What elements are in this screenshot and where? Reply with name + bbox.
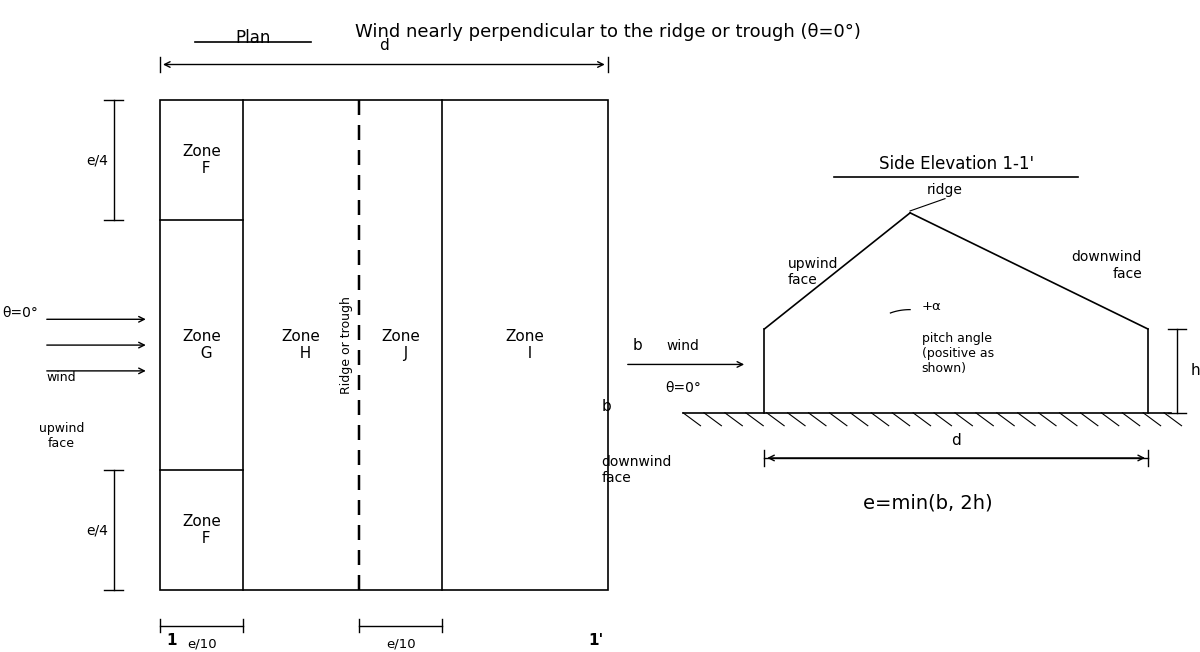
Text: Plan: Plan	[235, 29, 271, 47]
Text: pitch angle
(positive as
shown): pitch angle (positive as shown)	[922, 332, 994, 375]
Text: e/10: e/10	[386, 637, 415, 650]
Text: Zone
  F: Zone F	[182, 514, 221, 546]
Text: d: d	[952, 434, 961, 449]
Text: θ=0°: θ=0°	[2, 306, 38, 320]
Text: Zone
  I: Zone I	[505, 329, 545, 361]
Text: Zone
  G: Zone G	[182, 329, 221, 361]
Text: e/10: e/10	[187, 637, 216, 650]
Text: wind: wind	[47, 371, 77, 384]
Text: h: h	[1190, 363, 1200, 378]
Text: e=min(b, 2h): e=min(b, 2h)	[863, 494, 992, 512]
Text: e/4: e/4	[86, 153, 108, 167]
Text: Zone
  F: Zone F	[182, 144, 221, 176]
Text: e/4: e/4	[86, 523, 108, 537]
Text: +α: +α	[922, 300, 942, 313]
Text: Side Elevation 1-1': Side Elevation 1-1'	[878, 155, 1033, 173]
Text: 1: 1	[167, 633, 178, 648]
Text: upwind
face: upwind face	[38, 422, 84, 451]
Text: wind: wind	[667, 339, 700, 353]
Text: ridge: ridge	[928, 183, 962, 197]
Text: Ridge or trough: Ridge or trough	[341, 296, 354, 394]
Text: Wind nearly perpendicular to the ridge or trough (θ=0°): Wind nearly perpendicular to the ridge o…	[355, 23, 860, 40]
Text: Zone
  H: Zone H	[282, 329, 320, 361]
Text: downwind
face: downwind face	[601, 454, 672, 485]
Text: b: b	[601, 399, 612, 414]
Text: 1': 1'	[588, 633, 604, 648]
Text: upwind
face: upwind face	[787, 257, 838, 287]
Text: Zone
  J: Zone J	[382, 329, 420, 361]
Text: θ=0°: θ=0°	[665, 381, 701, 394]
Text: downwind
face: downwind face	[1072, 250, 1142, 280]
Text: d: d	[379, 38, 389, 53]
Text: b: b	[634, 338, 643, 353]
